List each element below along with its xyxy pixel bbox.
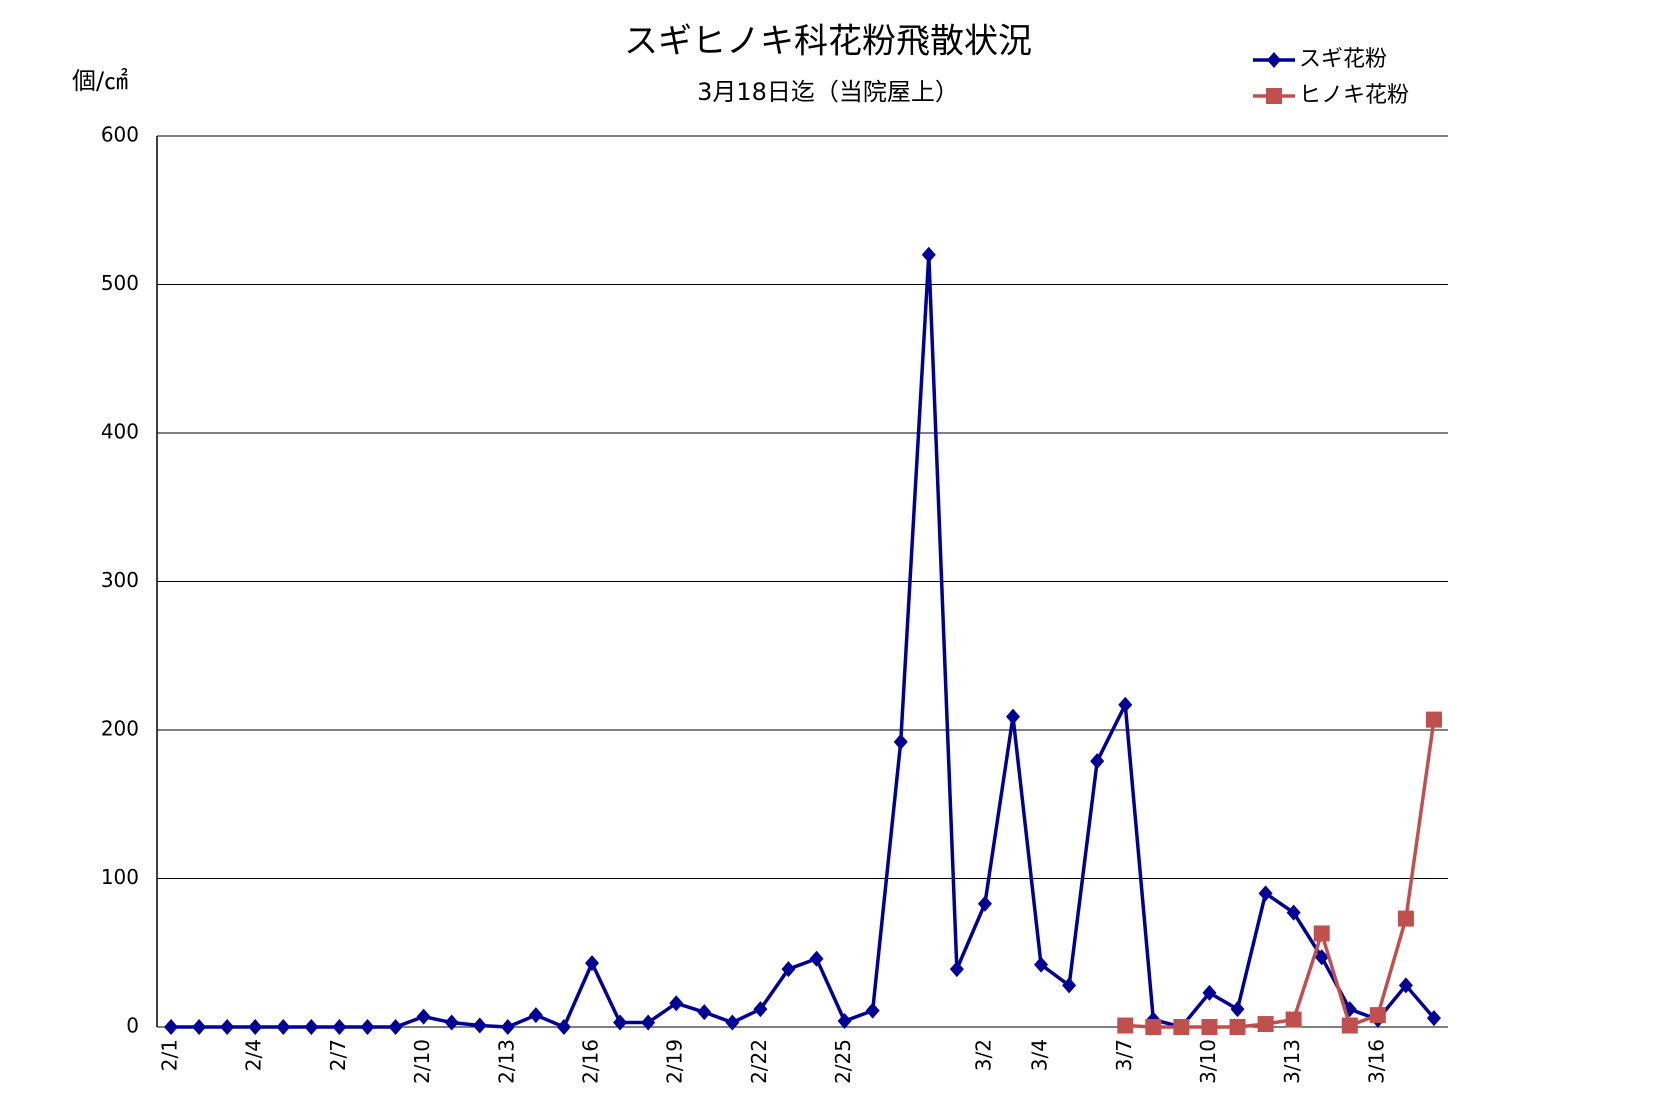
- x-tick-label: 3/7: [1112, 1039, 1136, 1071]
- data-point: [725, 1014, 740, 1031]
- x-tick-label: 2/22: [747, 1039, 771, 1084]
- data-point: [332, 1019, 347, 1035]
- x-tick-label: 3/13: [1280, 1039, 1304, 1084]
- data-point: [641, 1014, 656, 1031]
- data-point: [248, 1019, 263, 1035]
- data-point: [388, 1019, 403, 1035]
- data-point: [837, 1013, 852, 1030]
- data-point: [1201, 1019, 1218, 1035]
- data-point: [1313, 925, 1330, 942]
- data-point: [1202, 984, 1217, 1001]
- x-tick-label: 3/16: [1364, 1039, 1388, 1084]
- data-point: [1090, 753, 1105, 770]
- data-point: [1314, 949, 1329, 966]
- data-point: [444, 1014, 459, 1031]
- data-point: [809, 950, 824, 967]
- data-point: [697, 1004, 712, 1021]
- data-point: [753, 1001, 768, 1018]
- legend-label: ヒノキ花粉: [1299, 83, 1409, 108]
- data-point: [500, 1019, 515, 1035]
- data-point: [1145, 1019, 1162, 1035]
- y-tick-label: 400: [101, 420, 139, 444]
- data-point: [1034, 956, 1049, 973]
- data-point: [921, 246, 936, 263]
- y-tick-label: 300: [101, 568, 139, 592]
- data-point: [472, 1017, 487, 1034]
- y-tick-label: 200: [101, 717, 139, 741]
- series-line: [171, 254, 1436, 1030]
- data-point: [416, 1008, 431, 1025]
- data-point: [1286, 904, 1301, 921]
- data-point: [1257, 1016, 1274, 1033]
- data-point: [164, 1019, 179, 1035]
- series-line: [1125, 719, 1436, 1029]
- y-tick-label: 100: [101, 865, 139, 889]
- x-tick-label: 2/7: [326, 1039, 350, 1071]
- y-tick-label: 500: [101, 271, 139, 295]
- data-point: [1398, 977, 1413, 994]
- data-point: [949, 961, 964, 978]
- data-point: [1369, 1007, 1386, 1024]
- data-point: [220, 1019, 235, 1035]
- legend-marker: [1267, 52, 1281, 68]
- y-tick-label: 0: [126, 1014, 139, 1038]
- data-point: [192, 1019, 207, 1035]
- x-tick-label: 3/10: [1196, 1039, 1220, 1084]
- data-point: [781, 961, 796, 978]
- data-point: [1230, 1001, 1245, 1018]
- data-point: [360, 1019, 375, 1035]
- data-point: [1005, 708, 1020, 725]
- data-point: [1426, 1010, 1441, 1027]
- x-tick-label: 2/13: [494, 1039, 518, 1084]
- x-tick-label: 2/1: [158, 1039, 182, 1071]
- chart-subtitle: 3月18日迄（当院屋上）: [697, 78, 959, 106]
- data-point: [977, 895, 992, 912]
- legend-label: スギ花粉: [1299, 47, 1387, 72]
- data-point: [613, 1014, 628, 1031]
- legend-marker: [1266, 88, 1282, 104]
- data-point: [1062, 977, 1077, 994]
- data-point: [585, 955, 600, 972]
- data-point: [893, 733, 908, 750]
- data-point: [556, 1019, 571, 1035]
- data-point: [1285, 1011, 1302, 1028]
- data-point: [1341, 1017, 1358, 1034]
- x-tick-label: 2/16: [579, 1039, 603, 1084]
- data-point: [1117, 1017, 1134, 1034]
- chart-title: スギヒノキ科花粉飛散状況: [624, 22, 1032, 62]
- data-point: [1173, 1019, 1190, 1035]
- x-tick-label: 2/10: [410, 1039, 434, 1084]
- data-point: [669, 995, 684, 1012]
- data-point: [1118, 696, 1133, 713]
- y-axis-label: 個/㎠: [72, 67, 128, 95]
- x-tick-label: 3/4: [1028, 1039, 1052, 1071]
- y-tick-label: 600: [101, 123, 139, 147]
- x-tick-label: 2/19: [663, 1039, 687, 1084]
- x-tick-label: 2/4: [242, 1039, 266, 1071]
- data-point: [865, 1002, 880, 1019]
- data-point: [1397, 910, 1414, 927]
- x-tick-label: 3/2: [971, 1039, 995, 1071]
- x-tick-label: 2/25: [831, 1039, 855, 1084]
- data-point: [1229, 1019, 1246, 1035]
- data-point: [276, 1019, 291, 1035]
- data-point: [1425, 711, 1442, 728]
- data-point: [304, 1019, 319, 1035]
- data-point: [528, 1007, 543, 1024]
- data-point: [1258, 885, 1273, 902]
